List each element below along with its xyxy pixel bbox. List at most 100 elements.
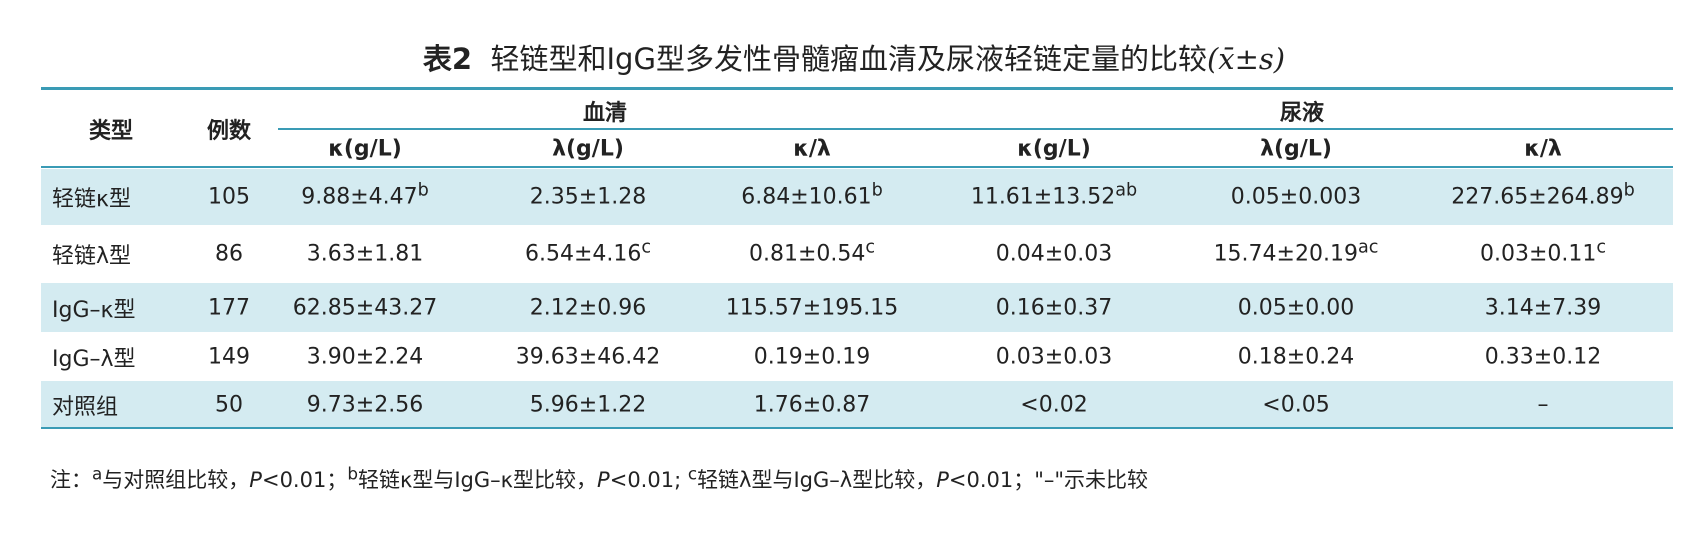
- bottom-rule: [41, 427, 1673, 429]
- note-italic: P: [936, 468, 949, 492]
- cell: 149: [208, 344, 250, 369]
- note-text: 轻链λ型与IgG–λ型比较，: [697, 468, 937, 492]
- cell: 0.16±0.37: [996, 295, 1112, 320]
- cell: 86: [215, 241, 243, 267]
- cell: 50: [215, 392, 243, 417]
- superscript: c: [687, 463, 698, 484]
- cell-value: 0.04±0.03: [995, 241, 1113, 267]
- row-label: 对照组: [52, 394, 119, 420]
- cell-value: 1.76±0.87: [753, 392, 871, 417]
- cell-value: 0.18±0.24: [1237, 344, 1355, 369]
- cell: 62.85±43.27: [293, 295, 437, 320]
- cell: 5.96±1.22: [530, 392, 646, 417]
- note-italic: P: [249, 468, 262, 492]
- cell-value: 0.33±0.12: [1484, 344, 1602, 369]
- cell: 0.03±0.03: [996, 344, 1112, 369]
- cell: 0.19±0.19: [754, 344, 870, 369]
- cell-value: 3.90±2.24: [306, 344, 424, 369]
- row-label: 轻链κ型: [52, 187, 131, 212]
- superscript: a: [92, 463, 103, 484]
- cell-value: 9.73±2.56: [306, 392, 424, 417]
- header-cell: λ(g/L): [1260, 136, 1332, 162]
- cell-value: 2.35±1.28: [529, 184, 647, 210]
- superscript: c: [641, 237, 652, 258]
- note-text: 轻链κ型与IgG–κ型比较，: [357, 468, 598, 492]
- group-header: 血清: [582, 101, 628, 126]
- title-symbol: (x̄±s): [1206, 42, 1286, 76]
- cell: 115.57±195.15: [726, 295, 898, 320]
- cell-value: 5.96±1.22: [529, 392, 647, 417]
- cell-value: 6.54±4.16: [524, 241, 642, 267]
- cell-value: 62.85±43.27: [292, 295, 438, 320]
- cell-value: 9.88±4.47: [301, 184, 418, 210]
- cell-value: 0.03±0.11: [1479, 241, 1597, 267]
- cell-value: 6.84±10.61: [741, 184, 872, 210]
- superscript: b: [417, 180, 429, 201]
- cell-value: 2.12±0.96: [529, 295, 647, 320]
- cell: 105: [208, 184, 250, 210]
- cell: <0.05: [1262, 392, 1329, 417]
- cell: 3.63±1.81: [307, 242, 423, 267]
- header-cell: κ/λ: [1524, 136, 1562, 162]
- superscript: c: [865, 237, 876, 258]
- cell-value: 3.14±7.39: [1484, 295, 1602, 320]
- note-italic: P: [597, 468, 610, 492]
- top-rule: [41, 87, 1673, 90]
- cell: –: [1538, 392, 1549, 417]
- cell: 3.14±7.39: [1485, 295, 1601, 320]
- cell: 3.90±2.24: [307, 344, 423, 369]
- cell: 0.81±0.54c: [748, 239, 875, 267]
- row-label: 轻链λ型: [52, 244, 132, 269]
- header-cell: κ(g/L): [1017, 136, 1091, 162]
- note-text: 与对照组比较，: [102, 468, 250, 492]
- cell: 1.76±0.87: [754, 392, 870, 417]
- cell-value: 0.81±0.54: [748, 241, 866, 267]
- superscript: ac: [1357, 237, 1379, 258]
- cell-value: 115.57±195.15: [725, 295, 899, 320]
- superscript: ab: [1115, 180, 1138, 201]
- table-title: 表2 轻链型和IgG型多发性骨髓瘤血清及尿液轻链定量的比较(x̄±s): [423, 36, 1285, 78]
- superscript: c: [1596, 237, 1607, 258]
- cell: 0.05±0.003: [1231, 185, 1361, 210]
- cell: 2.35±1.28: [530, 185, 646, 210]
- row-label: IgG–λ型: [52, 346, 136, 372]
- header-cell: λ(g/L): [552, 136, 624, 162]
- cell: 6.84±10.61b: [741, 182, 883, 210]
- cell: <0.02: [1020, 392, 1087, 417]
- group-header: 尿液: [1279, 101, 1325, 126]
- cell: 6.54±4.16c: [524, 239, 651, 267]
- note-text: 注：: [50, 468, 92, 492]
- header-cell: κ(g/L): [328, 136, 402, 162]
- cell-value: 0.03±0.03: [995, 344, 1113, 369]
- cell-value: –: [1537, 392, 1549, 417]
- cell-value: 39.63±46.42: [515, 344, 661, 369]
- cell: 227.65±264.89b: [1451, 182, 1635, 210]
- title-label: 表2: [422, 42, 473, 76]
- group-rule: [278, 128, 1673, 130]
- cell: 0.03±0.11c: [1479, 239, 1606, 267]
- note-text: <0.01；: [261, 468, 348, 492]
- cell-value: 11.61±13.52: [970, 184, 1116, 210]
- row-label: IgG–κ型: [52, 297, 136, 323]
- cell-value: 0.19±0.19: [753, 344, 871, 369]
- cell: 177: [208, 295, 250, 320]
- cell-value: 0.05±0.003: [1230, 184, 1362, 210]
- cell: 9.73±2.56: [307, 392, 423, 417]
- superscript: b: [347, 463, 358, 484]
- cell: 0.18±0.24: [1238, 344, 1354, 369]
- cell-value: 3.63±1.81: [306, 241, 424, 267]
- note: 注：a与对照组比较，P<0.01；b轻链κ型与IgG–κ型比较，P<0.01; …: [50, 464, 1148, 494]
- note-text: <0.01；"–"示未比较: [948, 468, 1149, 492]
- header-cell: 例数: [206, 119, 252, 144]
- cell-value: 15.74±20.19: [1213, 241, 1358, 267]
- row-band: [41, 283, 1673, 332]
- cell: 0.33±0.12: [1485, 344, 1601, 369]
- header-cell: κ/λ: [793, 136, 831, 162]
- header-rule: [41, 166, 1673, 168]
- superscript: b: [1623, 180, 1635, 201]
- cell-value: <0.05: [1262, 392, 1330, 417]
- cell: 0.05±0.00: [1238, 295, 1354, 320]
- superscript: b: [871, 180, 883, 201]
- cell: 15.74±20.19ac: [1213, 239, 1379, 267]
